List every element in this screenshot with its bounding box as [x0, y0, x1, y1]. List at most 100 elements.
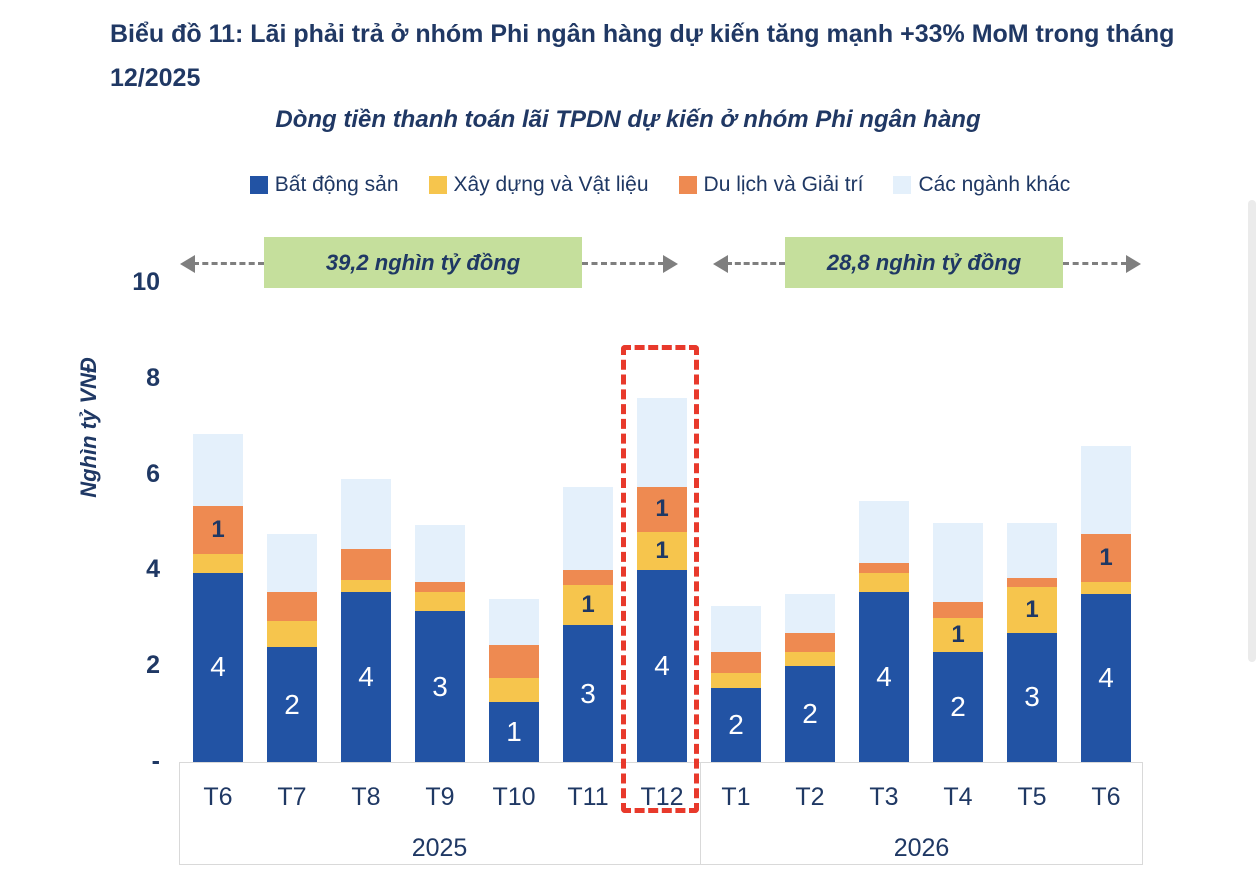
- x-tick-label: T8: [351, 783, 381, 811]
- bar-segment-construction-materials: [1081, 582, 1131, 595]
- legend-label: Bất động sản: [274, 173, 399, 196]
- bar-segment-tourism-entertainment: [1007, 577, 1057, 588]
- y-tick-label: 10: [132, 268, 160, 296]
- bar-segment-construction-materials: 1: [933, 618, 983, 652]
- bar-segment-value: 1: [951, 621, 965, 649]
- legend-item-construction-materials: Xây dựng và Vật liệu: [428, 173, 649, 197]
- bar-segment-other-sectors: [341, 479, 391, 549]
- bar-segment-value: 2: [802, 698, 818, 730]
- x-tick-label: T3: [869, 783, 899, 811]
- bar-segment-construction-materials: 1: [1007, 587, 1057, 633]
- x-tick-label: T4: [943, 783, 973, 811]
- bar-segment-value: 2: [284, 688, 300, 720]
- bar-segment-value: 4: [654, 650, 670, 682]
- legend-swatch-tourism-entertainment-icon: [678, 176, 697, 194]
- y-tick-label: 4: [146, 555, 160, 584]
- bar-segment-other-sectors: [489, 599, 539, 645]
- bar-segment-tourism-entertainment: [341, 548, 391, 580]
- legend-label: Du lịch và Giải trí: [703, 173, 864, 196]
- chart-legend: Bất động sản Xây dựng và Vật liệu Du lịch …: [180, 170, 1140, 200]
- year-label-2026: 2026: [893, 834, 950, 862]
- bar-segment-tourism-entertainment: [785, 632, 835, 652]
- bar-segment-value: 1: [1099, 544, 1113, 572]
- bar-segment-tourism-entertainment: [415, 582, 465, 592]
- bar-segment-value: 3: [1024, 681, 1040, 713]
- bar-segment-value: 1: [211, 515, 225, 543]
- legend-swatch-other-sectors-icon: [893, 176, 912, 194]
- bar-segment-construction-materials: [489, 678, 539, 703]
- legend-label: Các ngành khác: [918, 173, 1071, 196]
- bar-segment-real-estate: 2: [711, 687, 761, 762]
- x-tick-label: T6: [203, 783, 233, 811]
- bar-stack-t12-2025: 4 1 1: [637, 397, 687, 762]
- bar-segment-other-sectors: [859, 500, 909, 564]
- bar-segment-tourism-entertainment: [933, 601, 983, 619]
- bar-segment-other-sectors: [933, 522, 983, 602]
- bar-stack-t2-2026: 2: [785, 594, 835, 762]
- bar-segment-real-estate: 4: [637, 570, 687, 762]
- chart-title: Biểu đồ 11: Lãi phải trả ở nhóm Phi ngân…: [110, 20, 1175, 92]
- bar-stack-t3-2026: 4: [859, 500, 909, 762]
- scrollbar[interactable]: [1248, 200, 1256, 662]
- bar-stack-t9-2025: 3: [415, 524, 465, 762]
- bar-segment-real-estate: 4: [859, 591, 909, 762]
- bar-segment-tourism-entertainment: [563, 570, 613, 585]
- bar-segment-tourism-entertainment: [267, 591, 317, 621]
- bar-segment-other-sectors: [785, 594, 835, 633]
- dashed-line: [726, 262, 785, 265]
- dashed-line: [582, 262, 664, 265]
- x-axis-line: [179, 762, 1143, 763]
- dashed-arrow-right-icon: [663, 255, 678, 273]
- bar-segment-value: 4: [876, 660, 892, 692]
- dashed-arrow-left-icon: [713, 255, 728, 273]
- bar-segment-other-sectors: [1007, 522, 1057, 578]
- bar-segment-value: 4: [210, 651, 226, 683]
- bar-segment-tourism-entertainment: 1: [193, 505, 243, 554]
- legend-swatch-real-estate-icon: [249, 176, 268, 194]
- bar-segment-value: 2: [950, 690, 966, 722]
- y-tick-label: -: [151, 747, 160, 775]
- bar-segment-value: 1: [655, 495, 669, 523]
- legend-swatch-construction-materials-icon: [428, 176, 447, 194]
- bar-segment-construction-materials: 1: [563, 584, 613, 626]
- x-tick-label: T11: [567, 783, 609, 811]
- bar-segment-value: 1: [655, 537, 669, 565]
- x-tick-label: T10: [492, 783, 536, 811]
- bar-stack-t1-2026: 2: [711, 606, 761, 762]
- bar-segment-other-sectors: [711, 606, 761, 652]
- bar-segment-construction-materials: 1: [637, 532, 687, 571]
- bar-segment-value: 2: [728, 708, 744, 740]
- bar-segment-value: 1: [1025, 595, 1039, 623]
- bar-segment-real-estate: 4: [1081, 594, 1131, 762]
- bar-stack-t10-2025: 1: [489, 599, 539, 762]
- legend-label: Xây dựng và Vật liệu: [453, 173, 649, 196]
- bar-segment-construction-materials: [341, 579, 391, 592]
- bar-stack-t8-2025: 4: [341, 479, 391, 762]
- annotation-period2-box: 28,8 nghìn tỷ đồng: [785, 237, 1063, 288]
- bar-segment-construction-materials: [415, 591, 465, 612]
- x-tick-label: T7: [277, 783, 307, 811]
- year-label-2025: 2025: [411, 834, 468, 862]
- bar-segment-real-estate: 3: [563, 625, 613, 762]
- dashed-line: [193, 262, 264, 265]
- year-divider-line: [700, 762, 701, 865]
- x-tick-label: T12: [640, 783, 684, 811]
- bar-segment-value: 4: [1098, 662, 1114, 694]
- bar-segment-tourism-entertainment: [859, 563, 909, 573]
- bar-segment-real-estate: 1: [489, 702, 539, 762]
- chart-subtitle: Dòng tiền thanh toán lãi TPDN dự kiến ở …: [275, 106, 981, 133]
- bar-segment-other-sectors: [563, 486, 613, 571]
- bar-segment-value: 1: [506, 716, 522, 748]
- bar-segment-other-sectors: [415, 524, 465, 583]
- y-tick-label: 6: [146, 459, 160, 488]
- dashed-arrow-left-icon: [180, 255, 195, 273]
- y-tick-label: 8: [146, 363, 160, 392]
- x-tick-label: T5: [1017, 783, 1047, 811]
- bar-segment-tourism-entertainment: [489, 644, 539, 679]
- bar-segment-other-sectors: [637, 397, 687, 487]
- bar-segment-other-sectors: [193, 433, 243, 506]
